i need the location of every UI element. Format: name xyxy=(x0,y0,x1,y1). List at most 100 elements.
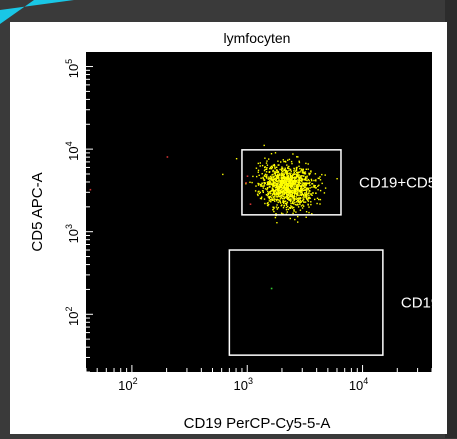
event-dot xyxy=(274,184,277,186)
event-dot xyxy=(306,189,308,191)
event-dot xyxy=(307,187,310,189)
event-dot xyxy=(260,184,263,186)
event-dot xyxy=(295,211,297,213)
event-dot xyxy=(267,202,269,204)
event-dot xyxy=(305,179,307,181)
event-dot xyxy=(305,182,307,184)
event-dot xyxy=(296,204,298,206)
event-dot xyxy=(286,198,289,200)
event-dot xyxy=(302,204,304,206)
event-dot xyxy=(303,173,306,175)
event-dot xyxy=(310,193,312,196)
event-dot xyxy=(295,177,298,179)
event-dot xyxy=(294,170,297,172)
event-dot xyxy=(313,184,315,187)
event-dot xyxy=(291,162,293,165)
event-dot xyxy=(285,181,288,183)
event-dot xyxy=(256,193,259,195)
event-dot xyxy=(278,164,280,166)
event-dot xyxy=(272,176,275,178)
event-dot xyxy=(303,201,305,203)
event-dot xyxy=(222,173,224,176)
event-dot xyxy=(276,193,278,195)
event-dot xyxy=(278,177,280,179)
event-dot xyxy=(297,179,299,181)
event-dot xyxy=(281,184,283,187)
event-dot xyxy=(289,194,292,196)
event-dot xyxy=(287,180,289,182)
event-dot xyxy=(287,170,289,172)
event-dot xyxy=(286,193,288,195)
event-dot xyxy=(309,190,311,192)
event-dot xyxy=(268,200,270,202)
event-dot xyxy=(273,197,275,199)
event-dot xyxy=(271,187,273,189)
event-dot xyxy=(261,173,263,175)
event-dot xyxy=(294,190,296,193)
event-dot xyxy=(263,178,265,181)
event-dot xyxy=(276,177,278,179)
event-dot xyxy=(292,153,294,155)
event-dot xyxy=(298,161,301,164)
event-dot xyxy=(265,177,268,179)
event-dot xyxy=(279,201,281,203)
event-dot xyxy=(298,180,300,182)
event-dot xyxy=(271,167,273,170)
event-dot xyxy=(278,192,280,194)
event-dot xyxy=(306,182,309,184)
event-dot xyxy=(290,198,292,200)
event-dot xyxy=(273,184,276,187)
event-dot xyxy=(264,202,266,205)
event-dot xyxy=(289,189,292,192)
event-dot xyxy=(272,179,275,181)
event-dot xyxy=(284,170,287,172)
event-dot xyxy=(257,184,260,186)
event-dot xyxy=(292,174,294,176)
event-dot xyxy=(282,187,284,189)
event-dot xyxy=(258,190,260,192)
event-dot xyxy=(264,157,266,159)
event-dot xyxy=(272,183,275,186)
event-dot xyxy=(271,189,273,191)
event-dot xyxy=(263,181,265,184)
event-dot xyxy=(285,186,288,188)
event-dot xyxy=(264,188,267,190)
event-dot xyxy=(287,172,289,175)
event-dot xyxy=(311,186,313,188)
event-dot xyxy=(275,189,277,192)
event-dot xyxy=(297,183,299,186)
event-dot xyxy=(289,190,291,192)
event-dot xyxy=(293,206,295,209)
event-dot xyxy=(269,177,271,179)
event-dot xyxy=(273,199,275,201)
event-dot xyxy=(294,192,296,195)
event-dot xyxy=(276,204,278,206)
event-dot xyxy=(268,183,270,186)
event-dot xyxy=(269,195,272,198)
event-dot xyxy=(285,169,287,172)
event-dot xyxy=(294,203,297,206)
event-dot xyxy=(279,179,281,182)
event-dot xyxy=(296,201,298,203)
event-dot xyxy=(278,199,280,201)
event-dot xyxy=(298,174,300,177)
event-dot xyxy=(318,184,320,186)
event-dot xyxy=(288,196,290,198)
event-dot xyxy=(297,185,299,187)
event-dot xyxy=(277,164,279,166)
event-dot xyxy=(288,188,290,190)
event-dot xyxy=(265,168,268,170)
event-dot xyxy=(271,178,273,181)
event-dot xyxy=(296,200,299,202)
event-dot xyxy=(260,177,262,179)
event-dot xyxy=(274,152,277,154)
event-dot xyxy=(290,187,292,189)
event-dot xyxy=(294,173,296,176)
event-dot xyxy=(284,200,287,202)
event-dot xyxy=(275,186,278,188)
event-dot xyxy=(279,190,282,192)
event-dot xyxy=(274,198,276,200)
event-dot xyxy=(268,176,270,178)
event-dot xyxy=(282,170,285,172)
event-dot xyxy=(259,185,262,187)
